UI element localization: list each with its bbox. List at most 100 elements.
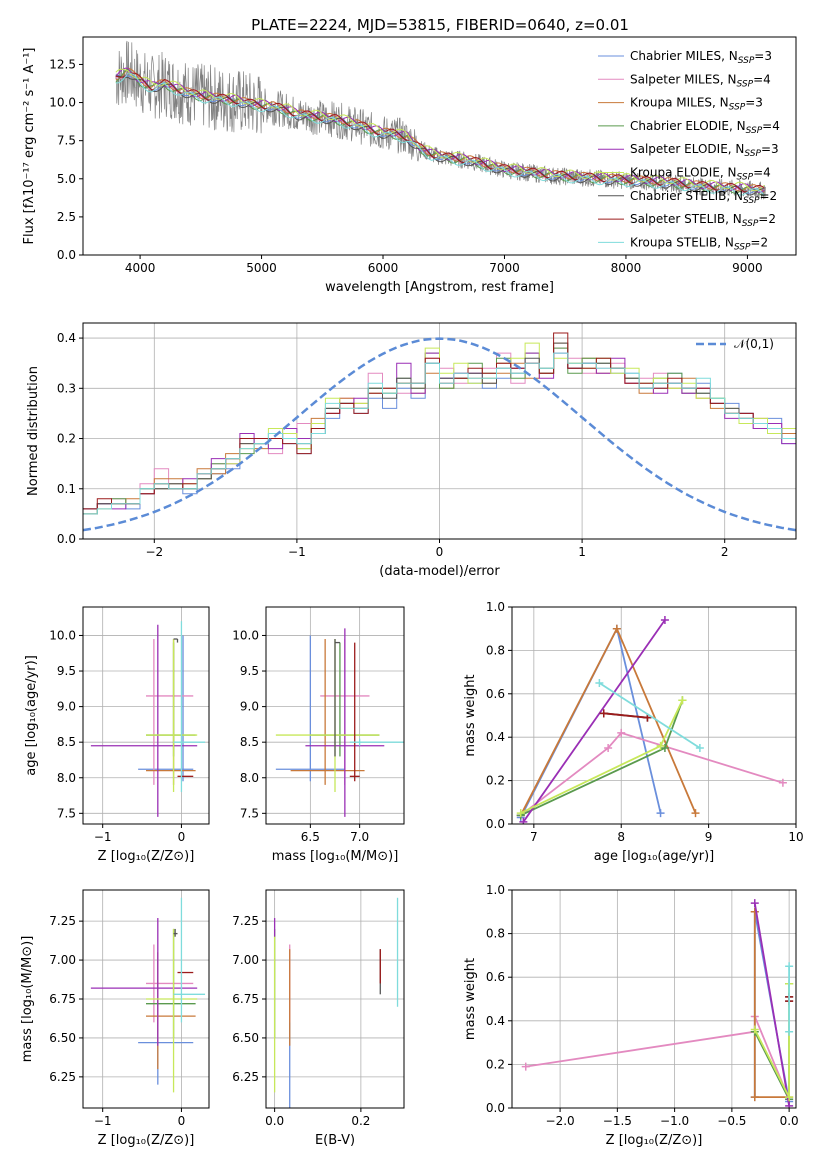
z_age-plot-area [90,621,206,817]
x-tick-label: −1.0 [660,1114,689,1128]
weight-series-line [522,619,666,823]
error-cross [90,918,198,1046]
y-tick-label: 1.0 [486,600,505,614]
weight-series-line [520,731,784,817]
y-axis-label: Normed distribution [26,366,41,496]
weight-point-marker [660,744,669,753]
y-tick-label: 6.25 [232,1070,259,1084]
y-tick-label: 7.5 [57,806,76,820]
error-cross [90,624,198,817]
x-tick-label: 7000 [489,261,520,275]
x-tick-label: −2 [145,545,163,559]
z_mass-panel: −1 0 6.25 6.50 6.75 7.00 7.25 Z [log₁₀(Z/Z⊙)] ma… [20,889,210,1148]
y-tick-label: 7.25 [232,914,259,928]
y-tick-label: 5.0 [57,172,76,186]
weight-point-marker [656,809,665,818]
weight-point-marker [691,809,700,818]
y-tick-label: 10.0 [232,628,259,642]
error-cross [305,628,385,817]
y-axis-label: mass [log₁₀(M/M⊙)] [20,936,35,1063]
legend-label: Kroupa ELODIE, NSSP=4 [630,166,771,183]
x-tick-label: −1 [288,545,306,559]
x-axis-label: (data-model)/error [379,564,500,579]
x-tick-label: 8 [617,830,625,844]
weight-point-marker [785,962,794,971]
residuals-panel: −2 −1 0 1 2 0.0 0.1 0.2 0.3 0.4 (data-model)/error… [26,322,797,579]
y-tick-label: 1.0 [486,883,505,897]
y-tick-label: 9.5 [240,664,259,678]
x-tick-label: −2.0 [546,1114,575,1128]
legend-label: Salpeter STELIB, NSSP=2 [630,212,776,229]
x-axis-label: Z [log₁₀(Z/Z⊙)] [98,849,195,864]
legend-label: Kroupa MILES, NSSP=3 [630,96,763,113]
y-tick-label: 0.0 [57,532,76,546]
error-cross [173,928,178,937]
legend-label: Kroupa STELIB, NSSP=2 [630,235,768,252]
y-axis-label: mass weight [463,674,478,756]
spectrum-plot-area [115,40,766,200]
x-tick-label: 2 [721,545,729,559]
x-tick-label: 1 [578,545,586,559]
histogram-step-line [83,342,796,515]
histogram-step-line [83,347,796,515]
error-cross [138,635,194,782]
histogram-step-line [83,347,796,510]
y-tick-label: 2.5 [57,210,76,224]
weight-point-marker [785,1093,794,1102]
y-tick-label: 12.5 [49,57,76,71]
y-tick-label: 7.5 [240,806,259,820]
z_mass-plot-area [90,897,206,1093]
weight-point-marker [678,696,687,705]
y-tick-label: 10.0 [49,96,76,110]
y-tick-label: 0.4 [57,331,76,345]
y-axis-label: mass weight [463,958,478,1040]
x-axis-label: wavelength [Angstrom, rest frame] [325,280,554,295]
weight-point-marker [750,899,759,908]
y-axis-label: age [log₁₀(age/yr)] [24,655,39,776]
z_age-panel: −1 0 7.5 8.0 8.5 9.0 9.5 10.0 Z [log₁₀(Z/Z⊙)] age… [24,606,210,864]
legend-label: Chabrier ELODIE, NSSP=4 [630,119,780,136]
x-tick-label: 5000 [246,261,277,275]
x-axis-label: Z [log₁₀(Z/Z⊙)] [606,1133,703,1148]
x-axis-label: mass [log₁₀(M/M⊙)] [272,849,399,864]
weight-series-line [753,902,790,1106]
error-cross [275,635,345,782]
y-tick-label: 7.00 [232,953,259,967]
legend-label: 𝒩(0,1) [734,337,774,351]
y-tick-label: 9.0 [240,700,259,714]
y-tick-label: 6.25 [49,1070,76,1084]
error-cross [290,639,365,785]
x-tick-label: 9000 [732,261,763,275]
weight-point-marker [695,744,704,753]
weight-point-marker [750,1025,759,1034]
weight-point-marker [516,809,525,818]
histogram-step-line [83,342,796,515]
age_weight-panel: 7 8 9 10 0.0 0.2 0.4 0.6 0.8 1.0 age [log₁₀(age/yr… [463,600,804,864]
normal-distribution-curve [83,337,796,532]
error-cross [138,960,194,1085]
x-tick-label: 8000 [611,261,642,275]
y-tick-label: 0.0 [486,817,505,831]
weight-point-marker [660,616,669,625]
x-tick-label: 10 [788,830,803,844]
x-tick-label: −1 [94,830,112,844]
age_weight-plot-area [516,616,787,824]
error-cross [146,639,198,792]
error-cross [349,642,360,782]
age_weight-frame [511,606,797,825]
y-tick-label: 0.4 [486,1014,505,1028]
x-tick-label: −1.5 [603,1114,632,1128]
weight-point-marker [521,1062,530,1071]
x-tick-label: 0.0 [780,1114,799,1128]
y-tick-label: 0.6 [486,970,505,984]
error-cross [173,621,206,792]
mass_age-frame [265,606,405,825]
weight-point-marker [785,1101,794,1108]
error-cross [146,639,194,785]
y-tick-label: 8.5 [57,735,76,749]
z_weight-frame [511,889,797,1109]
weight-series-line [603,712,648,719]
y-tick-label: 7.5 [57,134,76,148]
y-tick-label: 0.0 [57,248,76,262]
